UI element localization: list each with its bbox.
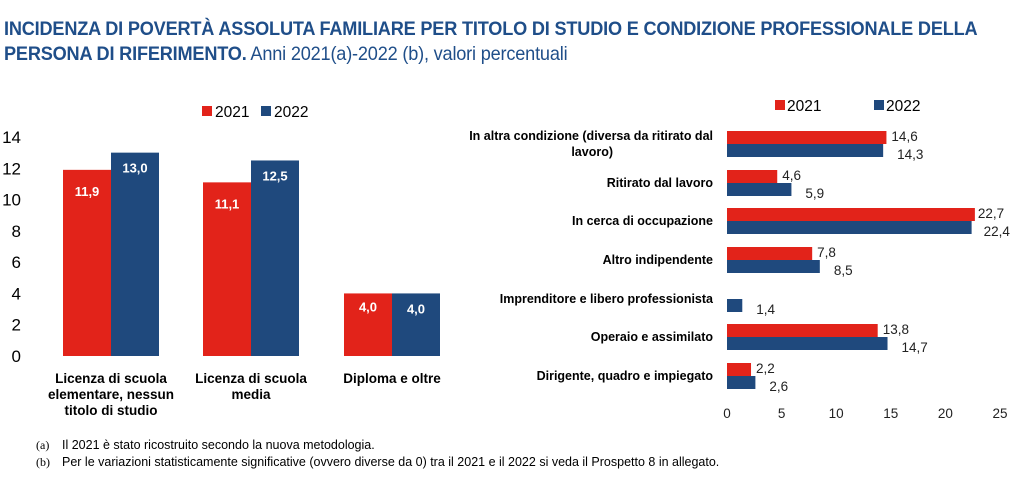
bar-2021	[203, 182, 251, 356]
data-label: 22,4	[984, 224, 1011, 239]
data-label: 5,9	[805, 186, 824, 201]
footnote-text: Per le variazioni statisticamente signif…	[62, 455, 720, 469]
data-label: 14,3	[897, 147, 923, 162]
x-tick-label: 25	[992, 406, 1007, 421]
bar-2022	[727, 260, 820, 273]
y-tick-label: 6	[12, 253, 21, 272]
y-tick-label: 12	[2, 159, 21, 178]
category-label: elementare, nessun	[48, 387, 174, 402]
data-label: 12,5	[262, 168, 287, 183]
data-label: 11,1	[215, 196, 240, 211]
data-label: 4,0	[407, 301, 425, 316]
data-label: 2,2	[756, 361, 775, 376]
footnote-a: (a) Il 2021 è stato ricostruito secondo l…	[36, 437, 719, 454]
y-tick-label: 8	[12, 222, 21, 241]
bar-2022	[727, 299, 743, 312]
bar-2022	[727, 144, 884, 157]
category-label: In cerca di occupazione	[572, 214, 713, 228]
category-label: Licenza di scuola	[195, 371, 307, 386]
x-tick-label: 0	[723, 406, 731, 421]
y-tick-label: 14	[2, 128, 21, 147]
x-tick-label: 5	[778, 406, 786, 421]
bar-2022	[111, 152, 159, 356]
data-label: 2,6	[769, 379, 788, 394]
data-label: 8,5	[834, 263, 853, 278]
legend-swatch-2021	[775, 100, 785, 110]
bar-2021	[727, 131, 887, 144]
data-label: 1,4	[756, 302, 775, 317]
data-label: 11,9	[75, 184, 100, 199]
x-tick-label: 20	[938, 406, 953, 421]
legend-label-2022: 2022	[274, 104, 308, 121]
category-label: Operaio e assimilato	[591, 330, 714, 344]
legend-label-2022: 2022	[886, 98, 920, 115]
bar-2022	[727, 376, 756, 389]
category-label: Dirigente, quadro e impiegato	[537, 369, 714, 383]
bar-2022	[251, 160, 299, 356]
category-label: media	[231, 387, 271, 402]
bar-2022	[727, 183, 792, 196]
footnote-mark: (a)	[36, 438, 50, 452]
category-label: titolo di studio	[65, 403, 158, 418]
bar-2022	[727, 337, 888, 350]
footnote-text: Il 2021 è stato ricostruito secondo la n…	[62, 438, 375, 452]
y-tick-label: 4	[12, 284, 21, 303]
bar-2022	[727, 221, 972, 234]
category-label: lavoro)	[571, 145, 613, 159]
footnote-mark: (b)	[36, 455, 50, 469]
data-label: 13,0	[122, 161, 147, 176]
chart-title: INCIDENZA DI POVERTÀ ASSOLUTA FAMILIARE …	[4, 17, 978, 67]
footnote-b: (b) Per le variazioni statisticamente sig…	[36, 454, 719, 471]
legend-label-2021: 2021	[787, 98, 821, 115]
bar-2021	[344, 293, 392, 356]
y-tick-label: 2	[12, 316, 21, 335]
legend-label-2021: 2021	[215, 104, 249, 121]
y-tick-label: 10	[2, 191, 21, 210]
category-label: Ritirato dal lavoro	[607, 176, 714, 190]
category-label: Imprenditore e libero professionista	[500, 292, 714, 306]
bar-2021	[727, 208, 975, 221]
footnotes: (a) Il 2021 è stato ricostruito secondo l…	[36, 437, 719, 471]
category-label: Licenza di scuola	[55, 371, 167, 386]
bar-2021	[727, 247, 813, 260]
title-bold: INCIDENZA DI POVERTÀ ASSOLUTA FAMILIARE …	[4, 18, 978, 40]
bar-2021	[727, 324, 878, 337]
legend-swatch-2022	[874, 100, 884, 110]
legend-swatch-2022	[261, 106, 271, 116]
category-label: Diploma e oltre	[343, 371, 441, 386]
data-label: 7,8	[817, 245, 836, 260]
title-bold-line2: PERSONA DI RIFERIMENTO.	[4, 43, 247, 65]
title-subtitle: Anni 2021(a)-2022 (b), valori percentual…	[246, 43, 568, 65]
data-label: 14,6	[891, 129, 917, 144]
bar-2021	[727, 363, 752, 376]
data-label: 13,8	[883, 322, 909, 337]
x-tick-label: 15	[883, 406, 898, 421]
bar-2021	[727, 170, 778, 183]
y-tick-label: 0	[12, 347, 21, 366]
data-label: 14,7	[902, 340, 928, 355]
data-label: 4,0	[359, 299, 377, 314]
data-label: 22,7	[978, 206, 1004, 221]
bar-2022	[392, 293, 440, 356]
bar-2021	[63, 169, 111, 356]
x-tick-label: 10	[829, 406, 844, 421]
category-label: In altra condizione (diversa da ritirato…	[469, 129, 713, 143]
legend-swatch-2021	[202, 106, 212, 116]
data-label: 4,6	[782, 168, 801, 183]
category-label: Altro indipendente	[603, 253, 713, 267]
